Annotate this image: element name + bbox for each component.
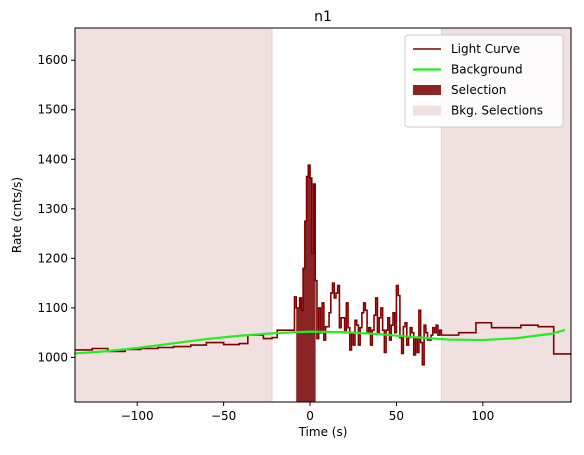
background-line xyxy=(73,329,566,355)
y-axis-label: Rate (cnts/s) xyxy=(10,177,24,253)
y-tick-label: 1300 xyxy=(37,202,68,216)
selection-bar xyxy=(296,307,301,402)
x-tick-label: 50 xyxy=(389,409,404,423)
background-series xyxy=(73,329,566,355)
y-tick-label: 1500 xyxy=(37,103,68,117)
y-tick-label: 1100 xyxy=(37,301,68,315)
y-tick-label: 1000 xyxy=(37,350,68,364)
selection-bar xyxy=(313,184,316,402)
legend-label: Background xyxy=(451,63,523,77)
selection-bar xyxy=(301,310,304,402)
legend-box xyxy=(404,34,564,128)
bkg-selection-band xyxy=(75,28,273,402)
selection-bar xyxy=(311,253,314,402)
x-axis-ticks: −100 −50 0 50 100 xyxy=(121,402,494,423)
y-tick-label: 1600 xyxy=(37,53,68,67)
selection-bar xyxy=(304,221,307,402)
light-curve-series xyxy=(75,164,571,366)
selection-bar xyxy=(299,297,302,402)
legend-label: Selection xyxy=(451,83,506,97)
legend-swatch-patch xyxy=(413,85,441,95)
legend-label: Light Curve xyxy=(451,42,520,56)
legend-swatch-patch xyxy=(413,105,441,116)
x-tick-label: 100 xyxy=(471,409,494,423)
x-axis-label: Time (s) xyxy=(298,425,348,439)
y-tick-label: 1200 xyxy=(37,251,68,265)
x-tick-label: 0 xyxy=(306,409,314,423)
selection-region xyxy=(296,165,316,402)
selection-bar xyxy=(303,268,306,402)
selection-bar xyxy=(310,178,313,402)
x-tick-label: −100 xyxy=(121,409,154,423)
x-tick-label: −50 xyxy=(211,409,236,423)
selection-bar xyxy=(308,165,311,402)
chart-title: n1 xyxy=(314,9,332,25)
axes-frame xyxy=(74,27,572,403)
legend: Light Curve Background Selection Bkg. Selec… xyxy=(404,34,564,128)
legend-label: Bkg. Selections xyxy=(451,104,543,118)
y-tick-label: 1400 xyxy=(37,152,68,166)
selection-bar xyxy=(306,176,309,402)
light-curve-line xyxy=(75,164,571,366)
y-axis-ticks: 1000 1100 1200 1300 1400 1500 1600 xyxy=(37,53,75,364)
